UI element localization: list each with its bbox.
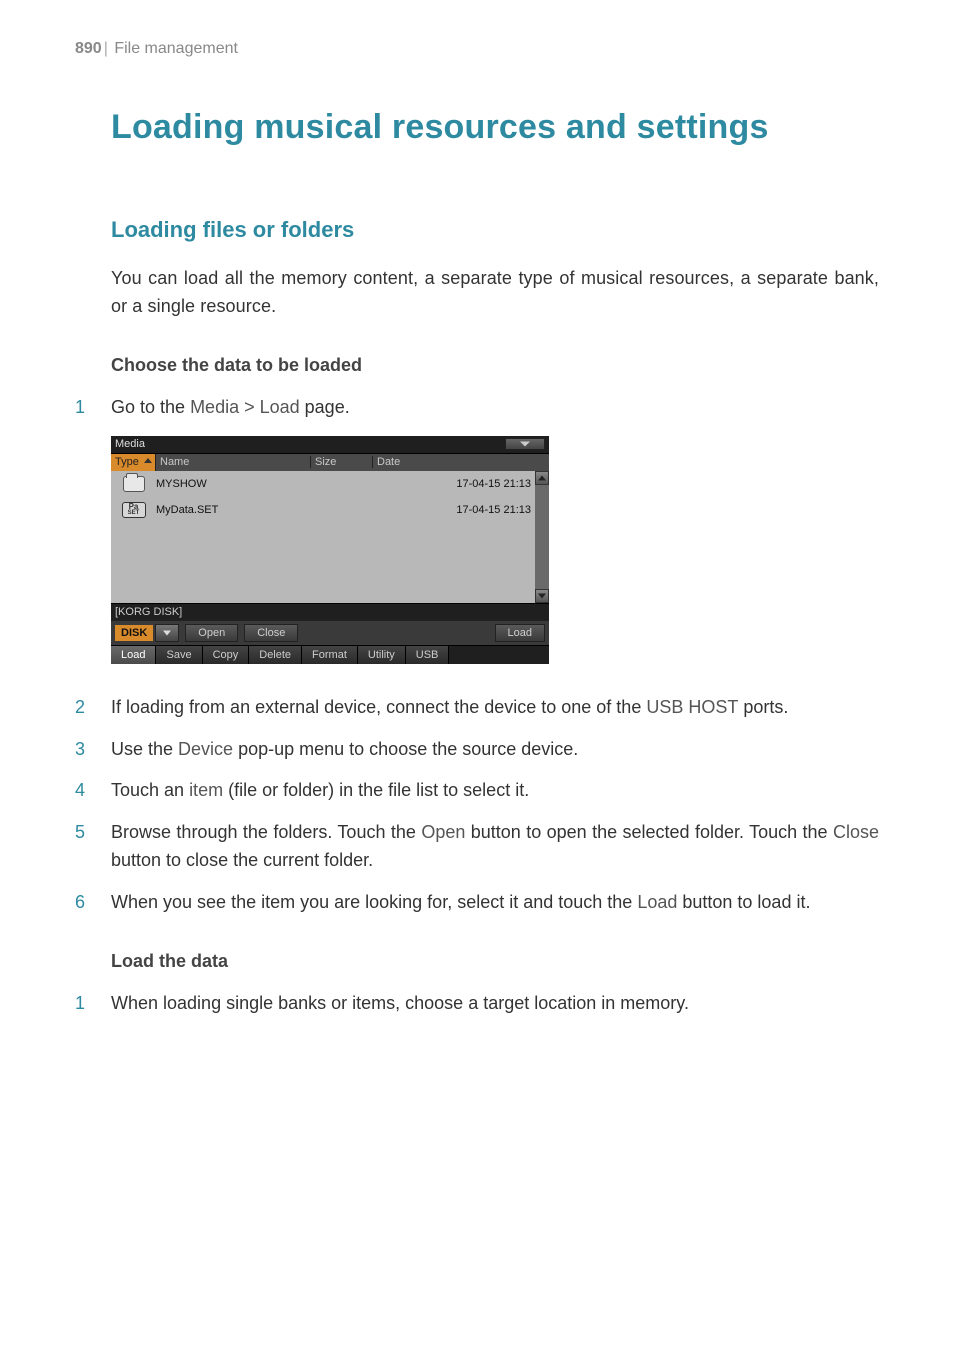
device-label: DISK — [115, 625, 153, 641]
intro-text: You can load all the memory content, a s… — [111, 265, 879, 321]
step-item: 4 Touch an item (file or folder) in the … — [75, 777, 879, 805]
file-date: 17-04-15 21:13 — [373, 504, 535, 516]
steps-list-b: 1 When loading single banks or items, ch… — [75, 990, 879, 1018]
subheading-choose: Choose the data to be loaded — [111, 355, 879, 376]
breadcrumb: File management — [114, 40, 238, 57]
file-name: MyData.SET — [156, 504, 311, 516]
open-button[interactable]: Open — [185, 624, 238, 642]
file-date: 17-04-15 21:13 — [373, 478, 535, 490]
list-item[interactable]: PaSET MyData.SET 17-04-15 21:13 — [111, 497, 549, 523]
tab-save[interactable]: Save — [156, 646, 202, 664]
step-text: Use the Device pop-up menu to choose the… — [111, 736, 879, 764]
col-size[interactable]: Size — [311, 456, 373, 468]
step-number: 1 — [75, 394, 111, 422]
column-headers: Type Name Size Date — [111, 454, 549, 471]
tab-utility[interactable]: Utility — [358, 646, 406, 664]
step-item: 2 If loading from an external device, co… — [75, 694, 879, 722]
media-titlebar: Media — [111, 436, 549, 454]
header-divider: | — [104, 40, 108, 57]
step-item: 5 Browse through the folders. Touch the … — [75, 819, 879, 875]
step-text: Go to the Media > Load page. — [111, 394, 879, 422]
step-text: When you see the item you are looking fo… — [111, 889, 879, 917]
media-panel: Media Type Name Size Date MYSHOW 17-04-1… — [111, 436, 549, 664]
step-item: 1 When loading single banks or items, ch… — [75, 990, 879, 1018]
step-number: 5 — [75, 819, 111, 875]
section-title: Loading files or folders — [111, 217, 879, 243]
current-path: [KORG DISK] — [111, 603, 549, 620]
scroll-down-icon[interactable] — [535, 589, 549, 603]
step-item: 3 Use the Device pop-up menu to choose t… — [75, 736, 879, 764]
step-number: 2 — [75, 694, 111, 722]
step-item: 6 When you see the item you are looking … — [75, 889, 879, 917]
steps-list-a2: 2 If loading from an external device, co… — [75, 694, 879, 917]
control-bar: DISK Open Close Load — [111, 620, 549, 645]
menu-dropdown-icon[interactable] — [505, 438, 545, 450]
scroll-up-icon[interactable] — [535, 471, 549, 485]
col-date[interactable]: Date — [373, 456, 549, 468]
col-type[interactable]: Type — [111, 454, 156, 471]
step-number: 3 — [75, 736, 111, 764]
step-text: Touch an item (file or folder) in the fi… — [111, 777, 879, 805]
tab-copy[interactable]: Copy — [203, 646, 250, 664]
list-item[interactable]: MYSHOW 17-04-15 21:13 — [111, 471, 549, 497]
step-item: 1 Go to the Media > Load page. — [75, 394, 879, 422]
file-list: MYSHOW 17-04-15 21:13 PaSET MyData.SET 1… — [111, 471, 549, 603]
device-dropdown[interactable] — [155, 624, 179, 642]
load-button[interactable]: Load — [495, 624, 545, 642]
page-header: 890| File management — [75, 40, 879, 58]
steps-list-a: 1 Go to the Media > Load page. — [75, 394, 879, 422]
folder-icon — [111, 476, 156, 492]
scrollbar[interactable] — [535, 471, 549, 603]
step-number: 1 — [75, 990, 111, 1018]
page-number: 890 — [75, 40, 102, 57]
step-number: 6 — [75, 889, 111, 917]
set-icon: PaSET — [111, 502, 156, 518]
step-text: If loading from an external device, conn… — [111, 694, 879, 722]
media-title: Media — [115, 438, 145, 450]
step-text: Browse through the folders. Touch the Op… — [111, 819, 879, 875]
tab-bar: Load Save Copy Delete Format Utility USB — [111, 645, 549, 664]
step-number: 4 — [75, 777, 111, 805]
subheading-load: Load the data — [111, 951, 879, 972]
col-name[interactable]: Name — [156, 456, 311, 468]
tab-load[interactable]: Load — [111, 646, 156, 664]
step-text: When loading single banks or items, choo… — [111, 990, 879, 1018]
device-screenshot: Media Type Name Size Date MYSHOW 17-04-1… — [111, 436, 879, 664]
tab-delete[interactable]: Delete — [249, 646, 302, 664]
file-name: MYSHOW — [156, 478, 311, 490]
tab-format[interactable]: Format — [302, 646, 358, 664]
page-title: Loading musical resources and settings — [111, 108, 879, 147]
close-button[interactable]: Close — [244, 624, 298, 642]
tab-usb[interactable]: USB — [406, 646, 450, 664]
